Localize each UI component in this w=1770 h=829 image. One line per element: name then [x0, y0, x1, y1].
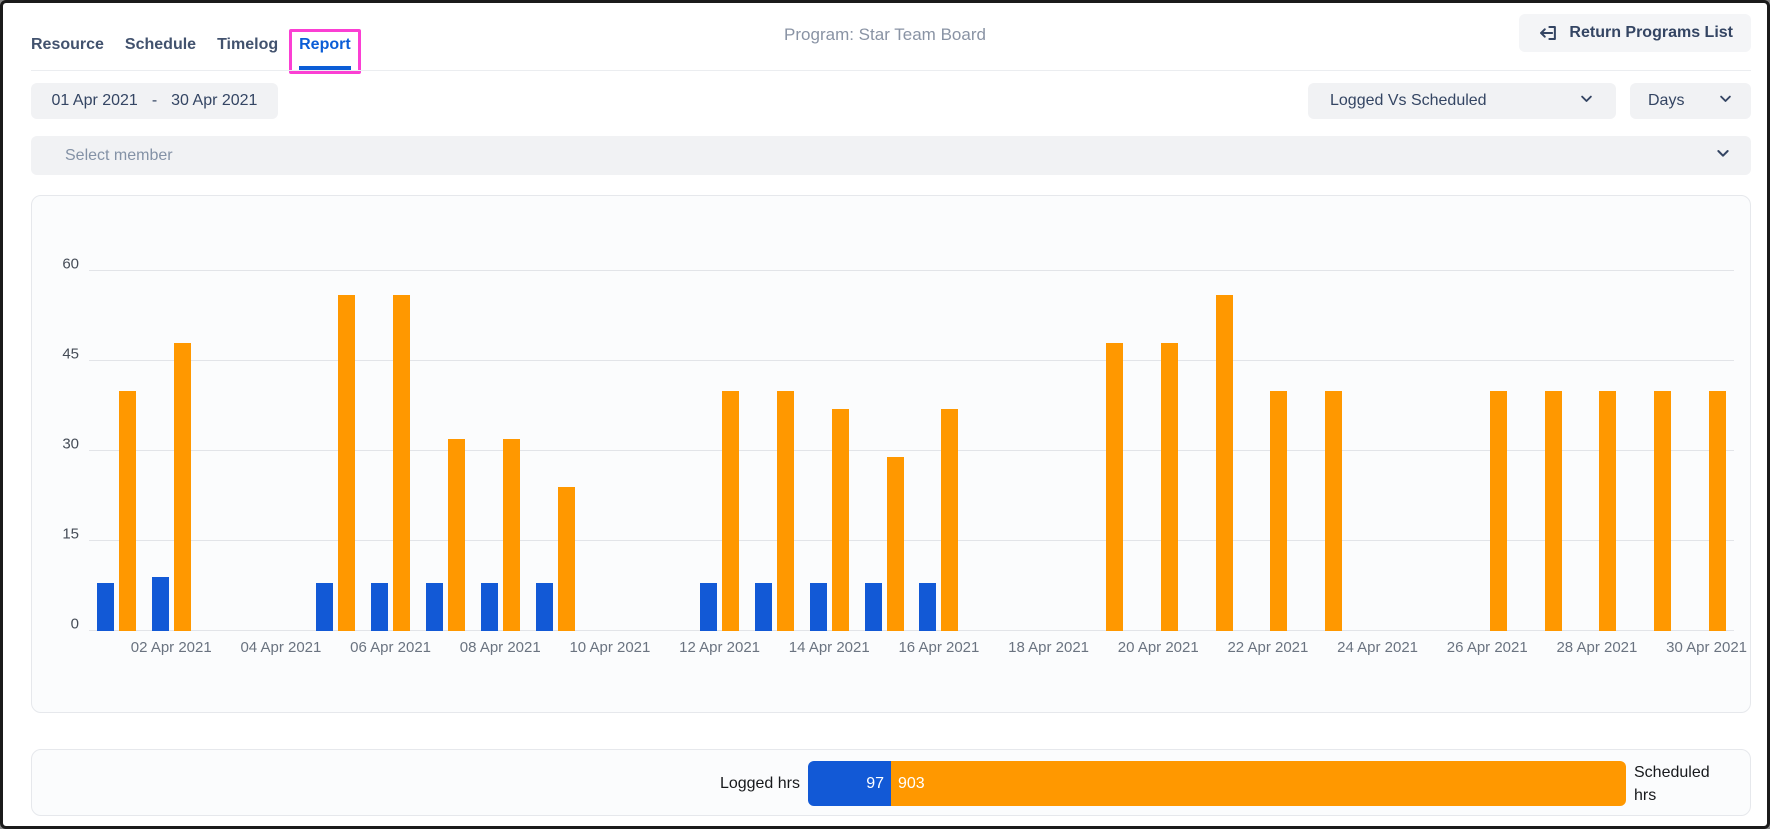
bar-logged-day-5 — [316, 583, 334, 631]
metric-dropdown[interactable]: Logged Vs Scheduled — [1308, 83, 1616, 119]
bar-scheduled-day-16 — [941, 409, 959, 631]
member-select-placeholder: Select member — [65, 146, 173, 164]
bar-logged-day-6 — [371, 583, 389, 631]
logged-hours-segment: 97 — [808, 761, 891, 806]
scheduled-hours-label: Scheduled hrs — [1634, 763, 1710, 804]
x-axis-label-day-30: 30 Apr 2021 — [1666, 639, 1748, 656]
x-axis-label-day-28: 28 Apr 2021 — [1556, 639, 1638, 656]
date-range-end: 30 Apr 2021 — [171, 92, 258, 109]
chevron-down-icon — [1579, 91, 1594, 111]
x-axis-label-day-18: 18 Apr 2021 — [1008, 639, 1090, 656]
x-axis-label-day-26: 26 Apr 2021 — [1446, 639, 1528, 656]
page-title: Program: Star Team Board — [784, 25, 986, 44]
bar-scheduled-day-5 — [338, 295, 356, 631]
bar-scheduled-day-30 — [1709, 391, 1727, 631]
bar-scheduled-day-28 — [1599, 391, 1617, 631]
bar-scheduled-day-2 — [173, 343, 191, 631]
x-axis-labels: 02 Apr 2021 04 Apr 2021 06 Apr 2021 08 Apr … — [89, 639, 1747, 659]
report-chart-card: 0 15 30 45 60 02 Apr 2021 04 Apr 2021 06 Apr 2… — [31, 195, 1751, 713]
chevron-down-icon — [1715, 145, 1731, 166]
bar-logged-day-2 — [151, 577, 169, 631]
return-programs-list-button[interactable]: Return Programs List — [1519, 14, 1751, 52]
y-axis-label-60: 60 — [62, 255, 79, 273]
bar-logged-day-15 — [864, 583, 882, 631]
bar-scheduled-day-1 — [118, 391, 136, 631]
x-axis-label-day-10: 10 Apr 2021 — [569, 639, 651, 656]
header-divider — [31, 70, 1751, 71]
summary-card: Logged hrs 97 903 Scheduled hrs — [31, 749, 1751, 816]
bar-scheduled-day-8 — [502, 439, 520, 631]
return-button-label: Return Programs List — [1569, 24, 1733, 41]
bar-logged-day-1 — [96, 583, 114, 631]
date-range-separator: - — [151, 92, 158, 109]
tab-timelog[interactable]: Timelog — [217, 36, 279, 53]
bar-logged-day-12 — [700, 583, 718, 631]
gridline-y-15 — [89, 540, 1734, 541]
tab-resource[interactable]: Resource — [31, 36, 104, 53]
x-axis-label-day-24: 24 Apr 2021 — [1337, 639, 1419, 656]
bar-logged-day-13 — [754, 583, 772, 631]
bar-logged-day-8 — [480, 583, 498, 631]
x-axis-label-day-6: 06 Apr 2021 — [350, 639, 432, 656]
bar-scheduled-day-21 — [1215, 295, 1233, 631]
return-arrow-icon — [1537, 22, 1559, 44]
plot-area: 0 15 30 45 60 — [62, 256, 1734, 633]
y-axis-label-15: 15 — [62, 525, 79, 543]
gridline-y-45 — [89, 360, 1734, 361]
bar-logged-day-9 — [535, 583, 553, 631]
bar-logged-day-14 — [809, 583, 827, 631]
metric-dropdown-value: Logged Vs Scheduled — [1330, 92, 1487, 109]
x-axis-label-day-8: 08 Apr 2021 — [459, 639, 541, 656]
bar-scheduled-day-12 — [722, 391, 740, 631]
bar-scheduled-day-13 — [776, 391, 794, 631]
bar-scheduled-day-20 — [1160, 343, 1178, 631]
y-axis-label-30: 30 — [62, 435, 79, 453]
gridline-y-60 — [89, 270, 1734, 271]
period-dropdown-value: Days — [1648, 92, 1685, 109]
bar-scheduled-day-9 — [557, 487, 575, 631]
bar-scheduled-day-29 — [1654, 391, 1672, 631]
bar-scheduled-day-15 — [886, 457, 904, 631]
date-range-start: 01 Apr 2021 — [51, 92, 138, 109]
y-axis-label-0: 0 — [70, 615, 79, 633]
bar-scheduled-day-7 — [447, 439, 465, 631]
y-axis-label-45: 45 — [62, 345, 79, 363]
x-axis-label-day-22: 22 Apr 2021 — [1227, 639, 1309, 656]
bar-scheduled-day-26 — [1489, 391, 1507, 631]
x-axis-label-day-14: 14 Apr 2021 — [788, 639, 870, 656]
bar-scheduled-day-6 — [393, 295, 411, 631]
chevron-down-icon — [1718, 91, 1733, 111]
bar-scheduled-day-27 — [1544, 391, 1562, 631]
gridline-y-30 — [89, 450, 1734, 451]
bar-scheduled-day-22 — [1270, 391, 1288, 631]
x-axis-label-day-16: 16 Apr 2021 — [898, 639, 980, 656]
bar-scheduled-day-19 — [1105, 343, 1123, 631]
tab-schedule[interactable]: Schedule — [124, 36, 197, 53]
bar-scheduled-day-14 — [831, 409, 849, 631]
bar-logged-day-7 — [425, 583, 443, 631]
bar-logged-day-16 — [919, 583, 937, 631]
logged-hours-label: Logged hrs — [719, 774, 800, 792]
member-select[interactable]: Select member — [31, 136, 1751, 175]
bar-scheduled-day-23 — [1325, 391, 1343, 631]
x-axis-label-day-4: 04 Apr 2021 — [240, 639, 322, 656]
date-range-picker[interactable]: 01 Apr 2021 - 30 Apr 2021 — [31, 83, 278, 119]
x-axis-label-day-2: 02 Apr 2021 — [130, 639, 212, 656]
x-axis-label-day-20: 20 Apr 2021 — [1117, 639, 1199, 656]
period-dropdown[interactable]: Days — [1630, 83, 1751, 119]
gridline-y-0 — [89, 630, 1734, 631]
scheduled-hours-segment: 903 — [891, 761, 1626, 806]
x-axis-label-day-12: 12 Apr 2021 — [679, 639, 761, 656]
